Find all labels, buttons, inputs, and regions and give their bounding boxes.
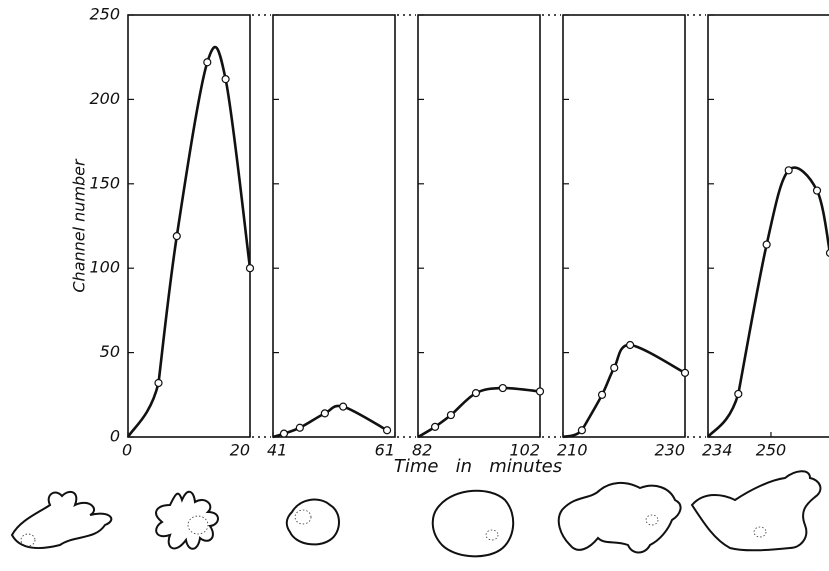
- data-point: [295, 423, 304, 432]
- data-point: [154, 378, 163, 388]
- data-point: [245, 264, 255, 273]
- data-point: [382, 426, 392, 435]
- data-point: [734, 389, 743, 399]
- data-point: [762, 240, 771, 249]
- x-tick-label: 41: [267, 441, 287, 460]
- curve: [434, 386, 541, 428]
- data-point: [221, 75, 230, 84]
- x-tick-label: 82: [412, 441, 432, 460]
- data-point: [625, 340, 635, 350]
- x-tick-label: 210: [557, 441, 588, 460]
- cell-drawings: [10, 470, 822, 558]
- y-tick-label: 0: [110, 427, 120, 446]
- x-axis-label: Time in minutes: [394, 456, 562, 477]
- panel-frame: [272, 14, 396, 438]
- data-point: [339, 402, 348, 411]
- panel-frame: [707, 14, 829, 438]
- data-point: [172, 232, 181, 241]
- curve-lead: [706, 393, 740, 438]
- x-tick-label: 0: [122, 441, 132, 460]
- data-point: [279, 429, 289, 438]
- data-point: [610, 363, 619, 372]
- panel-frame: [127, 14, 251, 438]
- x-tick-label: 234: [702, 441, 733, 460]
- x-tick-label: 61: [375, 441, 395, 460]
- data-point: [577, 426, 587, 435]
- data-point: [825, 249, 829, 257]
- y-tick-label: 50: [100, 342, 120, 361]
- y-tick-label: 200: [89, 89, 120, 108]
- data-point: [203, 58, 212, 67]
- y-axis-label: Channel number: [70, 158, 89, 293]
- data-point: [812, 186, 822, 195]
- x-tick-label: 230: [654, 441, 685, 460]
- curve: [580, 343, 686, 431]
- y-tick-label: 150: [89, 173, 120, 192]
- data-point: [784, 166, 793, 175]
- data-point: [471, 389, 481, 398]
- data-point: [430, 422, 440, 431]
- curve: [737, 166, 829, 395]
- data-point: [446, 410, 456, 420]
- y-tick-label: 250: [89, 5, 120, 24]
- x-tick-label: 102: [509, 441, 540, 460]
- data-point: [498, 383, 507, 393]
- x-tick-label: 20: [230, 441, 250, 460]
- data-point: [597, 390, 607, 399]
- panel-frame: [562, 14, 686, 438]
- x-tick-label: 250: [756, 441, 787, 460]
- data-point: [535, 387, 545, 396]
- y-tick-label: 100: [89, 258, 120, 277]
- panel-frame: [417, 14, 541, 438]
- curve-lead: [126, 382, 160, 438]
- data-point: [320, 409, 329, 418]
- data-point: [680, 368, 690, 377]
- plot-area: 0 50 100 150 200 250 0 20 41 61 82 102 210 230 234 250: [89, 5, 829, 460]
- curve: [157, 45, 252, 384]
